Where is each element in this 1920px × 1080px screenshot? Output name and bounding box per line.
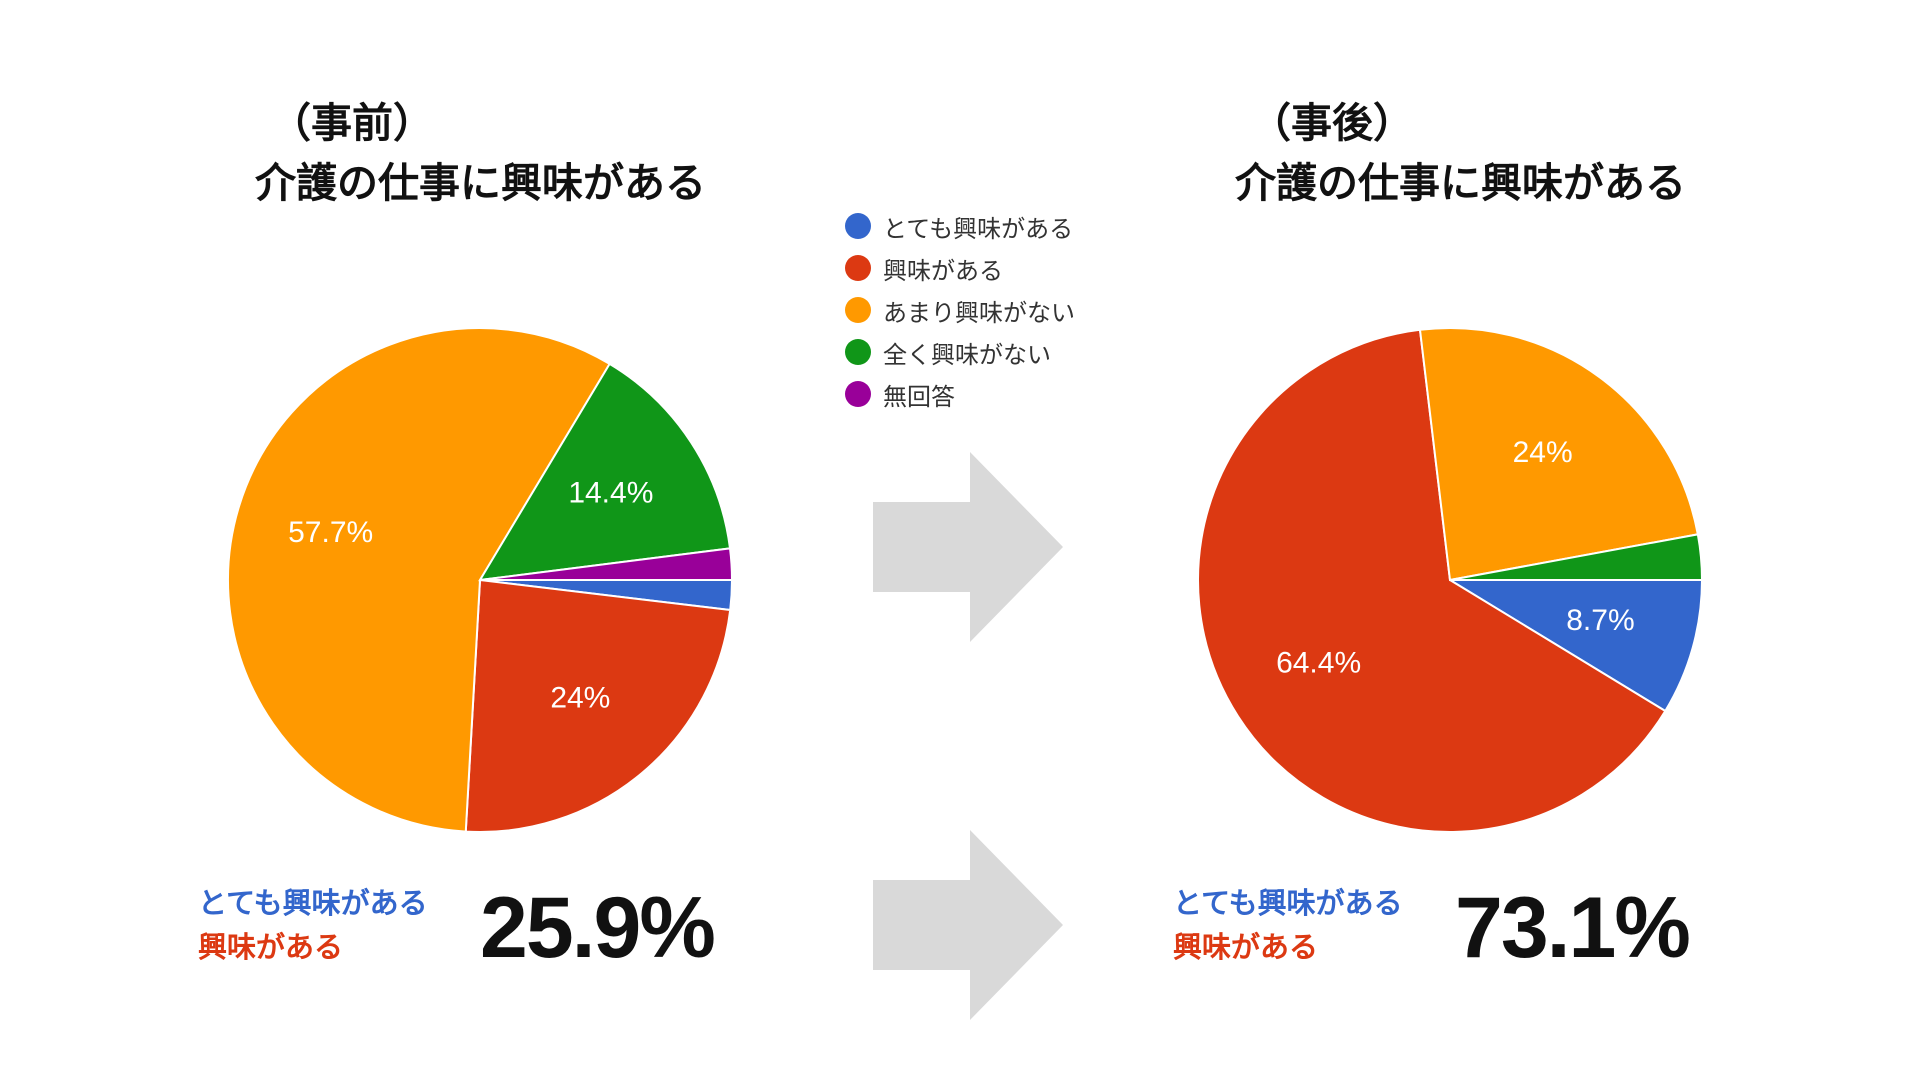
- right-arrow-icon: [873, 452, 1063, 642]
- legend-dot-very-interested: [845, 213, 871, 239]
- after-summary-label-interested: 興味がある: [1173, 930, 1319, 964]
- legend-item-very-interested: とても興味がある: [845, 205, 1075, 247]
- before-title-prefix: （事前）: [270, 99, 434, 147]
- before-chart-title: 介護の仕事に興味がある: [255, 159, 706, 207]
- before-slice-not-very-interested: [227, 327, 612, 833]
- before-pie-chart: 24% 57.7% 14.4%: [227, 327, 734, 833]
- before-data-label-not-at-all-interested: 14.4%: [568, 477, 653, 510]
- legend-label: とても興味がある: [883, 214, 1074, 243]
- after-slice-interested: [1197, 328, 1667, 833]
- legend-label: 全く興味がない: [883, 340, 1051, 369]
- after-summary-value: 73.1%: [1455, 880, 1691, 976]
- legend-dot-not-very-interested: [845, 297, 871, 323]
- after-data-label-not-very-interested: 24%: [1513, 436, 1573, 469]
- after-slice-not-at-all-interested: [1449, 533, 1704, 581]
- chart-legend: とても興味がある 興味がある あまり興味がない 全く興味がない 無回答: [845, 205, 1075, 415]
- legend-dot-interested: [845, 255, 871, 281]
- legend-label: あまり興味がない: [883, 298, 1075, 327]
- after-slice-not-very-interested: [1418, 327, 1699, 582]
- after-pie-chart: 8.7% 64.4% 24%: [1197, 327, 1704, 833]
- before-summary-label-very-interested: とても興味がある: [198, 886, 428, 920]
- legend-label: 無回答: [883, 382, 955, 411]
- legend-dot-no-answer: [845, 381, 871, 407]
- before-slice-not-at-all-interested: [478, 362, 732, 582]
- after-title-prefix: （事後）: [1250, 99, 1414, 147]
- arrow-shape: [873, 830, 1063, 1020]
- before-summary-label-interested: 興味がある: [198, 930, 344, 964]
- legend-item-interested: 興味がある: [845, 247, 1075, 289]
- legend-item-not-at-all-interested: 全く興味がない: [845, 331, 1075, 373]
- after-chart-title: 介護の仕事に興味がある: [1235, 159, 1686, 207]
- after-slice-very-interested: [1446, 579, 1704, 713]
- after-data-label-very-interested: 8.7%: [1566, 604, 1634, 637]
- after-summary-label-very-interested: とても興味がある: [1173, 886, 1403, 920]
- arrow-shape: [873, 452, 1063, 642]
- before-data-label-interested: 24%: [550, 682, 610, 715]
- after-data-label-interested: 64.4%: [1276, 646, 1361, 679]
- legend-item-not-very-interested: あまり興味がない: [845, 289, 1075, 331]
- before-slice-no-answer: [479, 547, 734, 581]
- legend-label: 興味がある: [883, 256, 1003, 285]
- legend-dot-not-at-all-interested: [845, 339, 871, 365]
- legend-item-no-answer: 無回答: [845, 373, 1075, 415]
- before-summary-value: 25.9%: [480, 880, 716, 976]
- before-data-label-not-very-interested: 57.7%: [288, 516, 373, 549]
- right-arrow-icon: [873, 830, 1063, 1020]
- before-slice-interested: [464, 578, 732, 833]
